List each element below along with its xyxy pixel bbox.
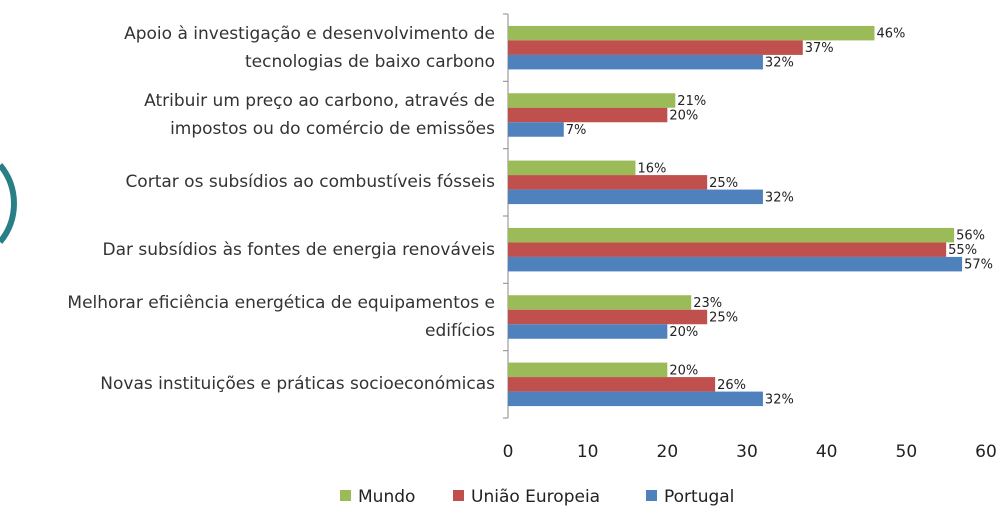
category-label: Melhorar eficiência energética de equipa…	[67, 293, 495, 341]
legend-swatch	[453, 490, 464, 501]
bar	[508, 256, 963, 272]
decorative-arc	[0, 163, 17, 244]
x-tick-label: 40	[816, 442, 838, 462]
bar	[508, 107, 668, 123]
category-label: Novas instituições e práticas socioeconó…	[100, 374, 495, 395]
data-label: 46%	[876, 27, 905, 42]
data-label: 20%	[669, 325, 698, 340]
legend-swatch	[340, 490, 351, 501]
data-label: 25%	[709, 176, 738, 191]
category-label: Apoio à investigação e desenvolvimento d…	[124, 23, 495, 72]
legend-swatch	[646, 490, 657, 501]
data-label: 57%	[964, 258, 993, 273]
bar	[508, 309, 708, 325]
bar	[508, 391, 763, 407]
data-label: 55%	[948, 243, 977, 258]
data-label: 26%	[717, 378, 746, 393]
category-label: Dar subsídios às fontes de energia renov…	[102, 239, 495, 260]
data-label: 20%	[669, 363, 698, 378]
bar	[508, 93, 676, 108]
data-label: 21%	[677, 94, 706, 109]
data-label: 7%	[566, 123, 587, 138]
bar	[508, 324, 668, 339]
bar	[508, 227, 955, 243]
bar	[508, 122, 564, 137]
bar	[508, 40, 803, 55]
data-label: 56%	[956, 229, 985, 244]
x-tick-label: 50	[896, 442, 918, 462]
x-tick-label: 0	[503, 442, 514, 462]
bar	[508, 295, 692, 310]
data-label: 20%	[669, 109, 698, 124]
legend-label: Mundo	[358, 487, 415, 507]
bar	[508, 362, 668, 378]
data-label: 25%	[709, 311, 738, 326]
data-label: 37%	[805, 41, 834, 56]
x-tick-label: 10	[577, 442, 599, 462]
bar	[508, 377, 716, 392]
x-tick-label: 60	[975, 442, 997, 462]
data-label: 16%	[637, 161, 666, 176]
x-tick-label: 20	[657, 442, 679, 462]
data-label: 23%	[693, 296, 722, 311]
data-label: 32%	[765, 56, 794, 71]
category-label: Cortar os subsídios ao combustíveis fóss…	[125, 172, 495, 193]
bar	[508, 25, 875, 41]
bar	[508, 160, 636, 176]
data-label: 32%	[765, 190, 794, 205]
bar	[508, 175, 708, 190]
x-tick-label: 30	[736, 442, 758, 462]
bar	[508, 242, 947, 257]
bar	[508, 189, 763, 205]
legend-label: Portugal	[664, 487, 734, 507]
category-label: Atribuir um preço ao carbono, através de…	[144, 91, 495, 139]
data-label: 32%	[765, 392, 794, 407]
bar	[508, 54, 763, 70]
legend-label: União Europeia	[471, 487, 600, 507]
